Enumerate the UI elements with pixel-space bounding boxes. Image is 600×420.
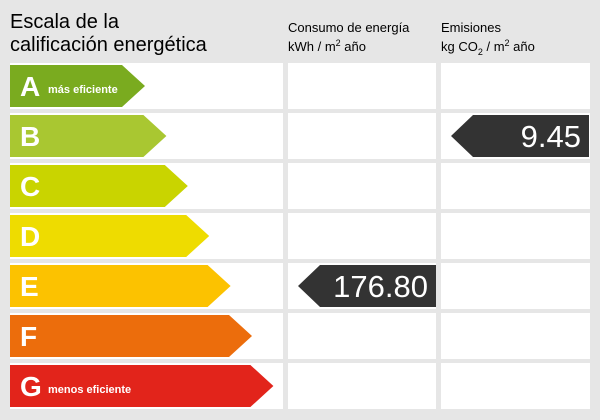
rating-arrow xyxy=(10,165,188,207)
column-unit: kg CO2 / m2 año xyxy=(441,38,535,57)
indicator-value: 9.45 xyxy=(521,119,581,154)
emissions-cell xyxy=(441,313,590,359)
rating-note: más eficiente xyxy=(48,84,118,96)
rating-letter: G xyxy=(20,371,42,402)
column-unit: kWh / m2 año xyxy=(288,38,366,54)
emissions-cell xyxy=(441,213,590,259)
rating-note: menos eficiente xyxy=(48,384,131,396)
consumption-cell xyxy=(288,213,436,259)
rating-letter: D xyxy=(20,221,40,252)
rating-arrow xyxy=(10,65,145,107)
rating-arrow xyxy=(10,365,274,407)
rating-letter: C xyxy=(20,171,40,202)
unit-part: kWh / m xyxy=(288,39,336,54)
unit-part: año xyxy=(510,39,535,54)
emissions-cell xyxy=(441,163,590,209)
consumption-cell xyxy=(288,163,436,209)
rating-arrow xyxy=(10,265,231,307)
unit-part: año xyxy=(341,39,366,54)
rating-letter: F xyxy=(20,321,37,352)
unit-part: 2 xyxy=(505,38,510,48)
rating-letter: E xyxy=(20,271,39,302)
indicator-arrow xyxy=(298,265,436,307)
title-line: calificación energética xyxy=(10,34,208,56)
title-line: Escala de la xyxy=(10,11,120,33)
consumption-cell xyxy=(288,313,436,359)
unit-part: 2 xyxy=(336,38,341,48)
rating-arrow xyxy=(10,215,210,257)
consumption-cell xyxy=(288,363,436,409)
rating-arrow xyxy=(10,115,167,157)
column-title: Consumo de energía xyxy=(288,20,410,35)
emissions-cell xyxy=(441,263,590,309)
unit-part: / m xyxy=(483,39,505,54)
column-title: Emisiones xyxy=(441,20,501,35)
consumption-cell xyxy=(288,113,436,159)
emissions-cell xyxy=(441,363,590,409)
unit-part: 2 xyxy=(478,47,483,57)
unit-part: kg CO xyxy=(441,39,478,54)
emissions-cell xyxy=(441,63,590,109)
indicator-arrow xyxy=(451,115,589,157)
rating-letter: B xyxy=(20,121,40,152)
rating-letter: A xyxy=(20,71,40,102)
rating-arrow xyxy=(10,315,252,357)
indicator-value: 176.80 xyxy=(333,269,428,304)
consumption-cell xyxy=(288,63,436,109)
